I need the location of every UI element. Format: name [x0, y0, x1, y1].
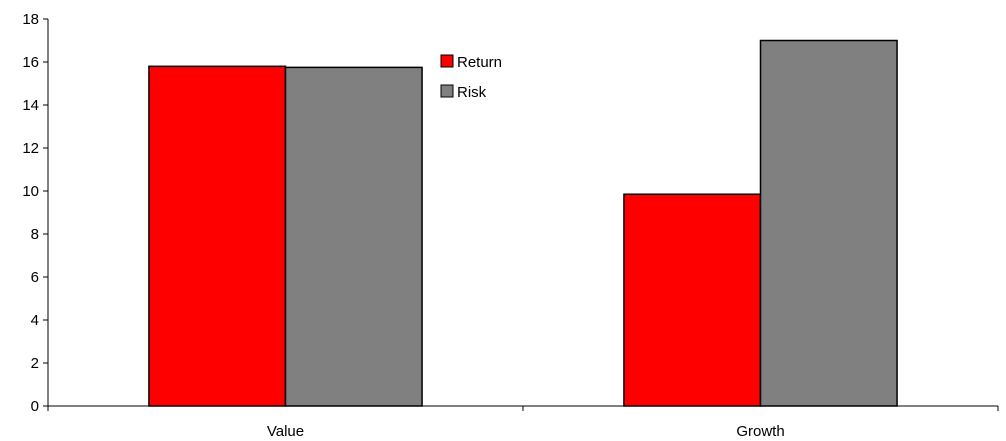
bars: [148, 39, 898, 407]
y-tick-label: 2: [31, 355, 39, 372]
y-tick-label: 18: [22, 11, 39, 28]
legend-swatch-risk: [440, 84, 454, 98]
legend-swatch-return: [440, 54, 454, 68]
legend-label-return: Return: [457, 54, 502, 71]
bar-return-value: [148, 65, 287, 407]
x-tick-label: Growth: [736, 423, 784, 440]
y-axis: 0 2 4 6 8 10 12 14 16 18: [22, 11, 49, 415]
y-tick-label: 4: [31, 312, 39, 329]
y-tick-label: 16: [22, 54, 39, 71]
bar-risk-growth: [759, 39, 898, 407]
y-tick-label: 0: [31, 398, 39, 415]
y-tick-label: 10: [22, 183, 39, 200]
x-tick-label: Value: [267, 423, 304, 440]
y-tick-label: 8: [31, 226, 39, 243]
legend: Return Risk: [440, 54, 502, 101]
x-axis: Value Growth: [47, 405, 999, 440]
y-tick-label: 12: [22, 140, 39, 157]
legend-label-risk: Risk: [457, 84, 487, 101]
y-tick-label: 14: [22, 97, 39, 114]
y-tick-label: 6: [31, 269, 39, 286]
bar-risk-value: [284, 66, 423, 407]
bar-return-growth: [623, 193, 762, 407]
